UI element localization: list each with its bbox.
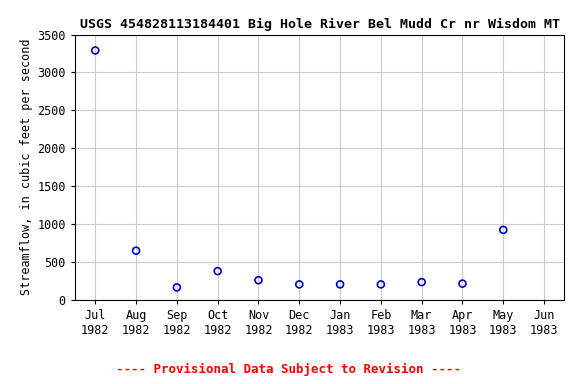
Point	[90, 47, 100, 53]
Point	[335, 281, 344, 288]
Point	[213, 268, 222, 274]
Point	[499, 227, 508, 233]
Point	[458, 281, 467, 287]
Point	[254, 277, 263, 283]
Point	[131, 248, 141, 254]
Title: USGS 454828113184401 Big Hole River Bel Mudd Cr nr Wisdom MT: USGS 454828113184401 Big Hole River Bel …	[79, 18, 560, 31]
Point	[417, 279, 426, 285]
Text: ---- Provisional Data Subject to Revision ----: ---- Provisional Data Subject to Revisio…	[116, 363, 460, 376]
Point	[376, 281, 385, 288]
Point	[172, 284, 181, 290]
Point	[295, 281, 304, 288]
Y-axis label: Streamflow, in cubic feet per second: Streamflow, in cubic feet per second	[20, 39, 33, 295]
